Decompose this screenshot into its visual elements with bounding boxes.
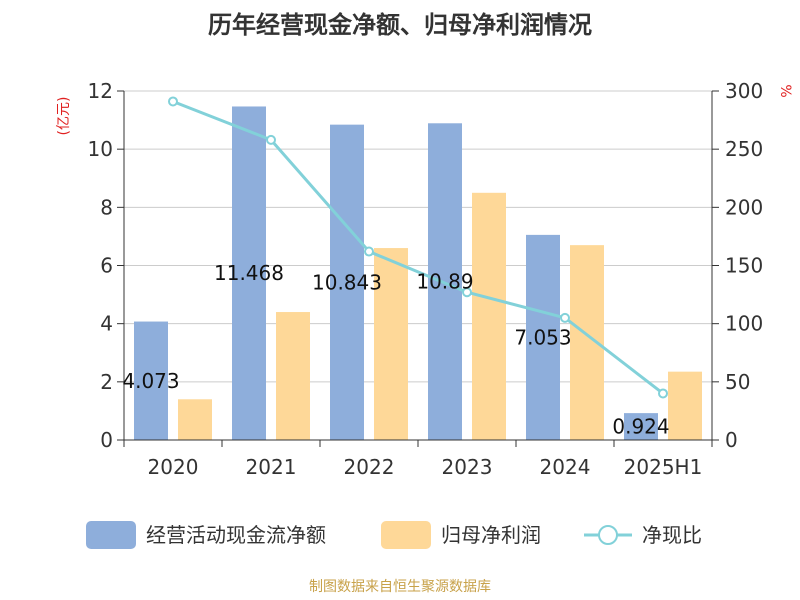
bar-net-profit [668,371,702,440]
x-axis-tick-label: 2025H1 [624,455,703,479]
data-label: 10.843 [312,270,382,294]
bar-net-profit [374,248,408,440]
source-note: 制图数据来自恒生聚源数据库 [309,579,491,595]
data-label: 7.053 [514,325,571,349]
right-axis-tick-label: 300 [725,79,763,103]
bar-operating-cash-flow [232,106,266,440]
line-point [168,96,178,107]
x-axis-tick-label: 2022 [344,455,395,479]
line-point [658,388,668,399]
left-axis-tick-label: 2 [100,370,113,394]
left-axis-tick-label: 0 [100,428,113,452]
data-label: 4.073 [122,369,179,393]
right-axis-tick-label: 250 [725,137,763,161]
data-labels: 4.073 11.468 10.843 10.89 7.053 0.924 [122,261,669,438]
data-label: 11.468 [214,261,284,285]
left-axis-tick-label: 12 [88,79,113,103]
line-point [364,246,374,257]
bar-operating-cash-flow [330,124,364,440]
legend-swatch-net-profit [381,521,431,549]
bar-operating-cash-flow [624,413,658,440]
legend-label-operating-cash-flow: 经营活动现金流净额 [146,523,326,547]
legend: 经营活动现金流净额 归母净利润 净现比 [86,521,702,549]
legend-label-net-profit: 归母净利润 [441,523,541,547]
data-label: 0.924 [612,415,669,439]
right-axis-tick-label: 50 [725,370,750,394]
right-axis-tick-label: 100 [725,312,763,336]
bar-net-profit [178,399,212,440]
grid [124,90,712,383]
line-point [266,134,276,145]
line-point [560,312,570,323]
x-axis-tick-label: 2024 [540,455,591,479]
chart-title: 历年经营现金净额、归母净利润情况 [208,11,592,39]
x-axis-tick-label: 2021 [246,455,297,479]
legend-label-cash-ratio: 净现比 [642,523,702,547]
x-axis-tick-label: 2020 [148,455,199,479]
right-axis-tick-label: 150 [725,254,763,278]
right-axis-tick-label: 200 [725,195,763,219]
x-axis-tick-label: 2023 [442,455,493,479]
left-axis-unit: (亿元) [56,97,72,136]
left-axis-tick-label: 6 [100,254,113,278]
left-axis-tick-label: 10 [88,137,113,161]
data-label: 10.89 [416,270,473,294]
left-axis-tick-label: 8 [100,195,113,219]
left-axis-tick-label: 4 [100,312,113,336]
bar-net-profit [472,192,506,440]
legend-swatch-cash-ratio-marker [598,525,618,545]
line-series [168,96,668,399]
line-cash-ratio [172,100,664,395]
axes: 0 2 4 6 8 10 12 0 50 100 150 200 250 300 2020 2021 2022 2… [88,79,764,479]
right-axis-unit: % [777,84,793,97]
line-point [462,287,472,298]
bar-operating-cash-flow [526,234,560,440]
bars [134,106,702,440]
bar-operating-cash-flow [134,321,168,440]
legend-swatch-operating-cash-flow [86,521,136,549]
bar-net-profit [276,312,310,440]
right-axis-tick-label: 0 [725,428,738,452]
